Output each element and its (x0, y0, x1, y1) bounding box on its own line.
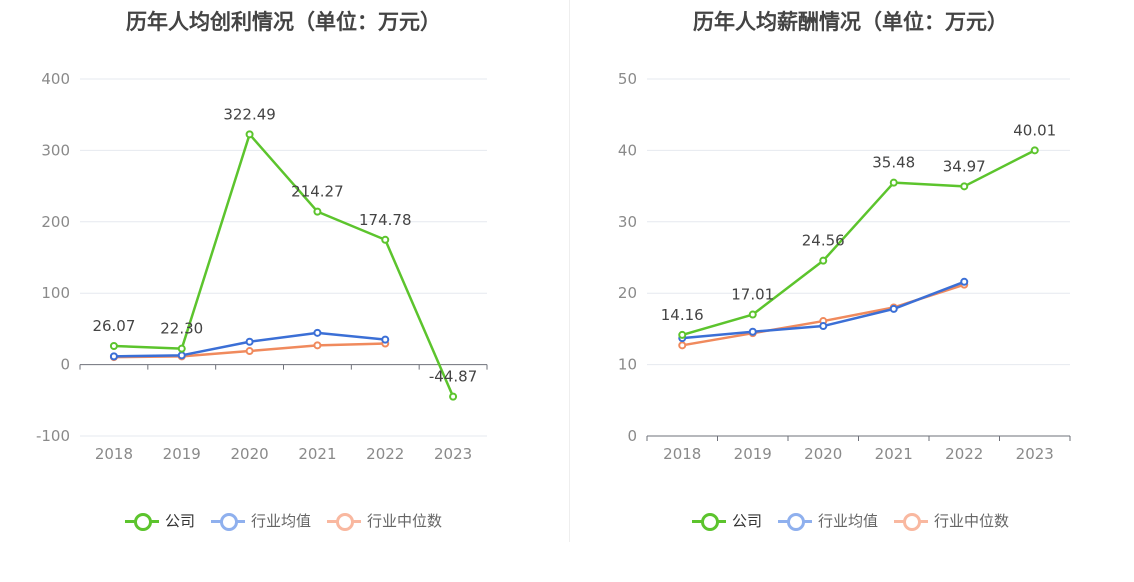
x-tick-label: 2022 (945, 445, 983, 463)
data-point[interactable] (678, 341, 687, 350)
y-tick-label: 30 (618, 213, 637, 231)
legend-label: 公司 (731, 512, 762, 530)
data-point[interactable] (889, 304, 898, 313)
data-point[interactable] (678, 330, 687, 339)
data-point[interactable] (109, 352, 118, 361)
data-point[interactable] (960, 277, 969, 286)
legend-swatch-icon (894, 512, 928, 531)
x-tick-label: 2019 (734, 445, 772, 463)
legend-label: 行业均值 (817, 512, 878, 530)
legend-swatch-icon (124, 512, 159, 531)
legend-label: 行业中位数 (367, 512, 443, 530)
x-tick-label: 2021 (298, 445, 336, 463)
data-label: -44.87 (429, 368, 477, 386)
data-point[interactable] (245, 337, 254, 346)
data-label: 322.49 (223, 105, 276, 123)
chart-legend: 公司 行业均值 行业中位数 (0, 510, 567, 531)
legend-item[interactable]: 行业中位数 (894, 510, 1009, 531)
data-point[interactable] (313, 341, 322, 350)
data-point[interactable] (748, 327, 757, 336)
data-label: 174.78 (359, 211, 412, 229)
legend-swatch-icon (327, 512, 361, 531)
y-tick-label: 50 (618, 70, 637, 88)
legend-swatch-icon (777, 512, 812, 531)
y-tick-label: 400 (41, 70, 70, 88)
salary-chart-plot: 0 10 20 30 40 50 2018 2019 2020 2021 2022 2023 14.16… (618, 70, 1071, 463)
profit-chart-panel: 历年人均创利情况（单位：万元） -100 0 100 200 300 400 2018 201… (0, 10, 567, 531)
data-point[interactable] (245, 347, 254, 356)
legend-swatch-icon (210, 512, 245, 531)
y-tick-label: 200 (41, 213, 70, 231)
data-label: 40.01 (1013, 121, 1056, 139)
data-point[interactable] (177, 351, 186, 360)
series-line (113, 133, 455, 398)
data-label: 214.27 (291, 183, 344, 201)
y-tick-label: 0 (627, 427, 637, 445)
x-tick-label: 2021 (875, 445, 913, 463)
data-point[interactable] (313, 207, 322, 216)
x-tick-label: 2018 (95, 445, 133, 463)
legend-item[interactable]: 行业中位数 (327, 510, 442, 531)
profit-chart-plot: -100 0 100 200 300 400 2018 2019 2020 2021 2022 202… (36, 70, 488, 463)
data-point[interactable] (960, 182, 969, 191)
legend-swatch-icon (691, 512, 726, 531)
data-point[interactable] (313, 328, 322, 337)
data-label: 34.97 (943, 157, 986, 175)
y-tick-label: 100 (41, 284, 70, 302)
y-tick-label: 300 (41, 141, 70, 159)
x-tick-label: 2020 (230, 445, 268, 463)
legend-item[interactable]: 公司 (124, 510, 195, 531)
legend-label: 行业均值 (250, 512, 311, 530)
legend-label: 行业中位数 (934, 512, 1010, 530)
legend-item[interactable]: 行业均值 (777, 510, 878, 531)
data-point[interactable] (819, 256, 828, 265)
series-line (681, 149, 1036, 337)
data-label: 26.07 (92, 317, 135, 335)
x-tick-label: 2020 (804, 445, 842, 463)
data-point[interactable] (245, 130, 254, 139)
chart-legend: 公司 行业均值 行业中位数 (567, 510, 1134, 531)
chart-title: 历年人均薪酬情况（单位：万元） (693, 10, 1008, 34)
y-tick-label: 40 (618, 141, 637, 159)
x-tick-label: 2019 (163, 445, 201, 463)
data-point[interactable] (381, 335, 390, 344)
x-tick-label: 2018 (663, 445, 701, 463)
data-point[interactable] (819, 322, 828, 331)
data-label: 17.01 (731, 286, 774, 304)
x-tick-label: 2023 (434, 445, 472, 463)
data-point[interactable] (109, 341, 118, 350)
legend-label: 公司 (164, 512, 195, 530)
data-point[interactable] (748, 310, 757, 319)
salary-chart-panel: 历年人均薪酬情况（单位：万元） 0 10 20 30 40 50 2018 2019 2020 2… (567, 0, 1134, 582)
y-tick-label: 10 (618, 356, 637, 374)
panel-divider (569, 0, 570, 542)
data-point[interactable] (449, 392, 458, 401)
series-line (682, 283, 965, 347)
data-label: 35.48 (872, 154, 915, 172)
y-tick-label: -100 (36, 427, 70, 445)
x-tick-label: 2023 (1016, 445, 1054, 463)
legend-item[interactable]: 行业均值 (210, 510, 311, 531)
chart-title: 历年人均创利情况（单位：万元） (126, 10, 441, 34)
y-tick-label: 20 (618, 284, 637, 302)
y-tick-label: 0 (60, 356, 70, 374)
data-label: 24.56 (802, 232, 845, 250)
x-tick-label: 2022 (366, 445, 404, 463)
legend-item[interactable]: 公司 (691, 510, 762, 531)
data-point[interactable] (177, 344, 186, 353)
data-point[interactable] (381, 235, 390, 244)
data-label: 14.16 (661, 306, 704, 324)
data-point[interactable] (1030, 146, 1039, 155)
data-label: 22.30 (160, 320, 203, 338)
data-point[interactable] (889, 178, 898, 187)
